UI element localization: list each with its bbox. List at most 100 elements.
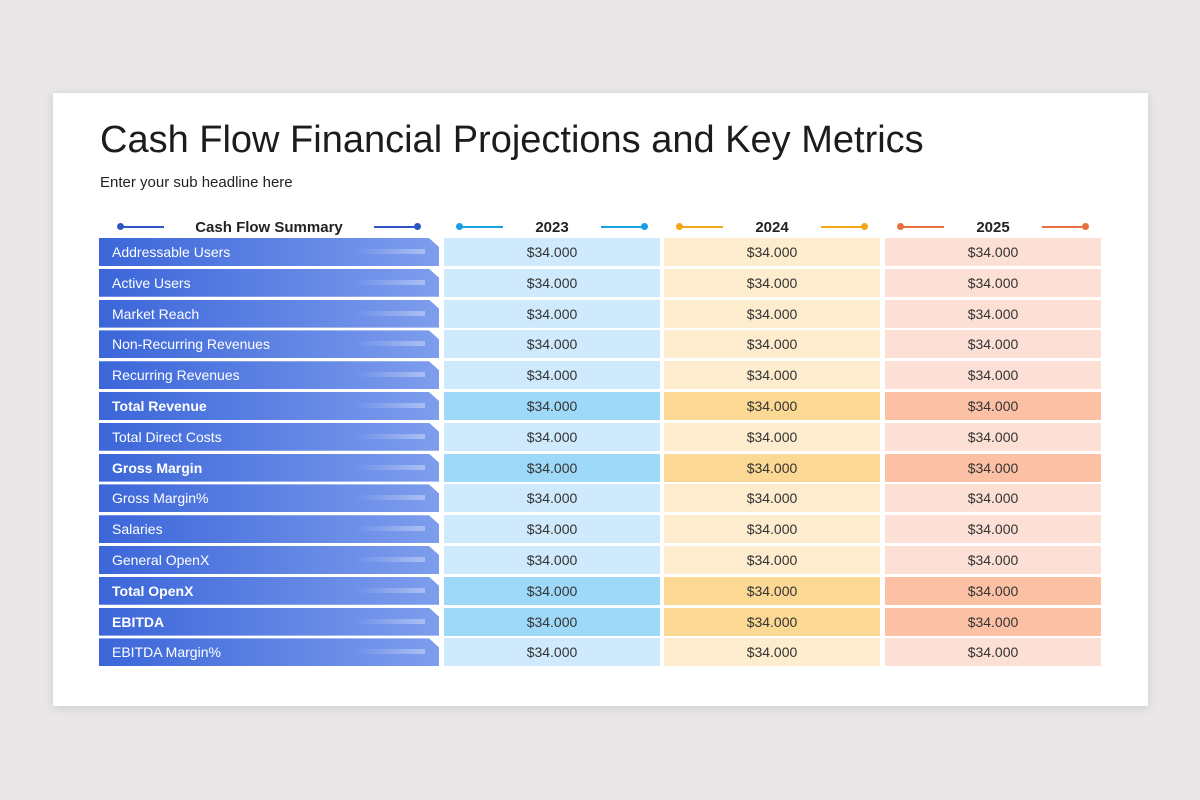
row-label-text: Addressable Users [112,244,231,260]
arrow-icon [355,403,425,408]
header-label: 2023 [535,218,569,236]
value-cell: $34.000 [664,607,880,636]
header-label: 2024 [755,218,789,236]
row-label-text: Total Revenue [112,398,207,414]
divider [601,226,646,228]
value-cell: $34.000 [664,638,880,667]
value-cell: $34.000 [444,484,660,513]
row-label: Gross Margin [99,453,439,482]
row-label: Total OpenX [99,576,439,605]
header-label: 2025 [976,218,1010,236]
value-cell: $34.000 [885,576,1101,605]
row-label: EBITDA [99,607,439,636]
column-header: 2024 [664,217,880,237]
arrow-icon [355,464,425,470]
row-label: Recurring Revenues [99,361,439,390]
dot-icon [641,223,648,230]
row-label-text: Gross Margin% [112,490,209,507]
value-cell: $34.000 [444,238,660,266]
divider [1042,226,1087,228]
row-label: Market Reach [99,299,439,328]
value-cell: $34.000 [664,453,880,482]
value-cell: $34.000 [664,392,880,420]
arrow-icon [355,372,425,378]
value-cell: $34.000 [885,607,1101,636]
row-label-text: Total OpenX [112,582,194,599]
header-label: Cash Flow Summary [195,218,343,236]
row-label: EBITDA Margin% [99,638,439,667]
row-label: Gross Margin% [99,484,439,513]
arrow-icon [355,310,425,316]
value-cell: $34.000 [444,638,660,667]
value-cell: $34.000 [885,422,1101,451]
row-label-text: EBITDA [112,613,165,630]
arrow-icon [355,249,425,254]
divider [899,226,944,228]
row-label-text: General OpenX [112,552,210,568]
value-cell: $34.000 [444,576,660,605]
row-label: Active Users [99,268,439,297]
arrow-icon [355,618,425,624]
value-cell: $34.000 [444,330,660,359]
value-cell: $34.000 [885,361,1101,390]
subtitle: Enter your sub headline here [100,174,293,191]
value-cell: $34.000 [885,299,1101,328]
value-cell: $34.000 [444,607,660,636]
value-cell: $34.000 [885,268,1101,297]
value-cell: $34.000 [885,484,1101,513]
value-cell: $34.000 [885,330,1101,359]
arrow-icon [355,495,425,501]
column-header: 2025 [885,217,1101,237]
slide: Cash Flow Financial Projections and Key … [53,93,1148,706]
row-label-text: Recurring Revenues [112,367,240,384]
value-cell: $34.000 [664,422,880,451]
dot-icon [861,223,868,230]
row-label-text: Gross Margin [112,459,203,476]
value-cell: $34.000 [444,299,660,328]
summary-header: Cash Flow Summary [99,217,439,237]
row-label: General OpenX [99,546,439,574]
divider [458,226,503,228]
row-label: Total Revenue [99,392,439,420]
dot-icon [414,223,421,230]
row-label-text: Salaries [112,521,163,538]
divider [119,226,164,228]
value-cell: $34.000 [444,546,660,574]
value-cell: $34.000 [664,238,880,266]
row-label-text: Active Users [112,274,191,291]
dot-icon [1082,223,1089,230]
value-cell: $34.000 [664,299,880,328]
row-label: Salaries [99,515,439,544]
row-label: Total Direct Costs [99,422,439,451]
value-cell: $34.000 [664,546,880,574]
value-cell: $34.000 [664,484,880,513]
value-cell: $34.000 [444,515,660,544]
column-header: 2023 [444,217,660,237]
arrow-icon [355,279,425,285]
value-cell: $34.000 [885,453,1101,482]
arrow-icon [355,341,425,347]
value-cell: $34.000 [444,453,660,482]
arrow-icon [355,433,425,439]
value-cell: $34.000 [885,638,1101,667]
divider [821,226,866,228]
value-cell: $34.000 [664,330,880,359]
row-label: Non-Recurring Revenues [99,330,439,359]
row-label-text: Market Reach [112,305,200,322]
value-cell: $34.000 [885,515,1101,544]
value-cell: $34.000 [664,515,880,544]
arrow-icon [355,557,425,562]
row-label-text: Total Direct Costs [112,428,222,445]
row-label: Addressable Users [99,238,439,266]
value-cell: $34.000 [444,422,660,451]
value-cell: $34.000 [885,392,1101,420]
row-label-text: Non-Recurring Revenues [112,336,270,353]
value-cell: $34.000 [444,392,660,420]
value-cell: $34.000 [444,268,660,297]
value-cell: $34.000 [444,361,660,390]
value-cell: $34.000 [885,238,1101,266]
value-cell: $34.000 [885,546,1101,574]
value-cell: $34.000 [664,361,880,390]
page-title: Cash Flow Financial Projections and Key … [100,119,924,161]
divider [678,226,723,228]
